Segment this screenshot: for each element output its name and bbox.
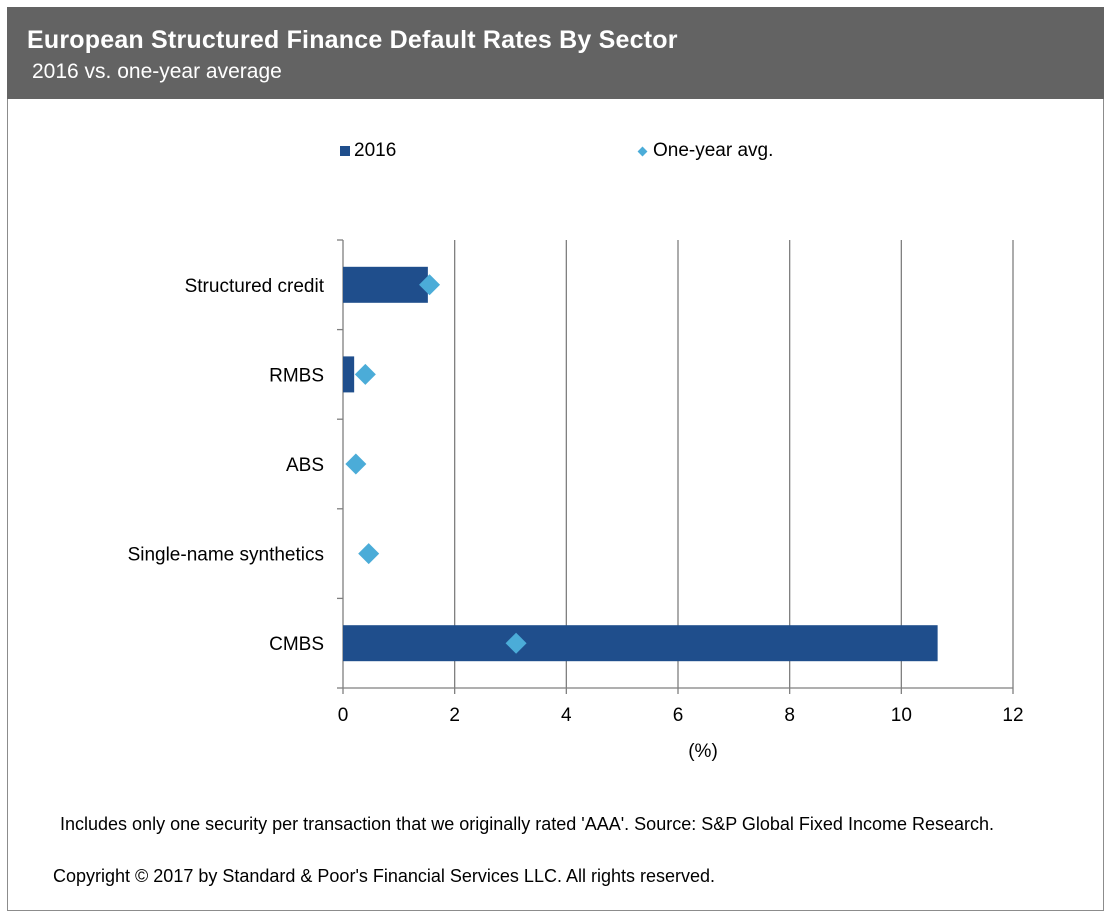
x-tick-label: 2 [449, 705, 460, 726]
bar-2016 [343, 356, 355, 393]
x-tick-label: 8 [784, 705, 795, 726]
marker-one-year-avg [419, 274, 441, 296]
legend-item-2016: 2016 [340, 140, 396, 162]
x-tick-label: 12 [1002, 705, 1023, 726]
bar-2016 [343, 625, 938, 662]
chart-title: European Structured Finance Default Rate… [27, 26, 678, 54]
legend-label-one-year-avg: One-year avg. [653, 140, 774, 161]
x-axis-label: (%) [688, 741, 718, 762]
x-tick-label: 6 [673, 705, 684, 726]
chart-footnote: Includes only one security per transacti… [60, 814, 995, 834]
category-label: Structured credit [185, 276, 325, 297]
marker-one-year-avg [505, 632, 527, 654]
chart-copyright: Copyright © 2017 by Standard & Poor's Fi… [53, 866, 716, 886]
legend-item-one-year-avg: One-year avg. [637, 140, 773, 162]
chart-frame [7, 7, 1104, 911]
bar-2016 [343, 266, 428, 303]
x-tick-label: 0 [338, 705, 349, 726]
category-label: Single-name synthetics [128, 545, 324, 566]
marker-one-year-avg [354, 363, 376, 385]
x-tick-label: 10 [891, 705, 912, 726]
marker-one-year-avg [358, 543, 380, 565]
chart-header: European Structured Finance Default Rate… [7, 7, 1104, 99]
category-label: RMBS [269, 365, 324, 386]
chart-subtitle: 2016 vs. one-year average [32, 60, 282, 83]
marker-one-year-avg [345, 453, 367, 475]
legend-label-2016: 2016 [354, 140, 397, 161]
x-tick-label: 4 [561, 705, 572, 726]
category-label: CMBS [269, 634, 324, 655]
legend-swatch-2016 [340, 146, 350, 156]
category-label: ABS [286, 455, 324, 476]
